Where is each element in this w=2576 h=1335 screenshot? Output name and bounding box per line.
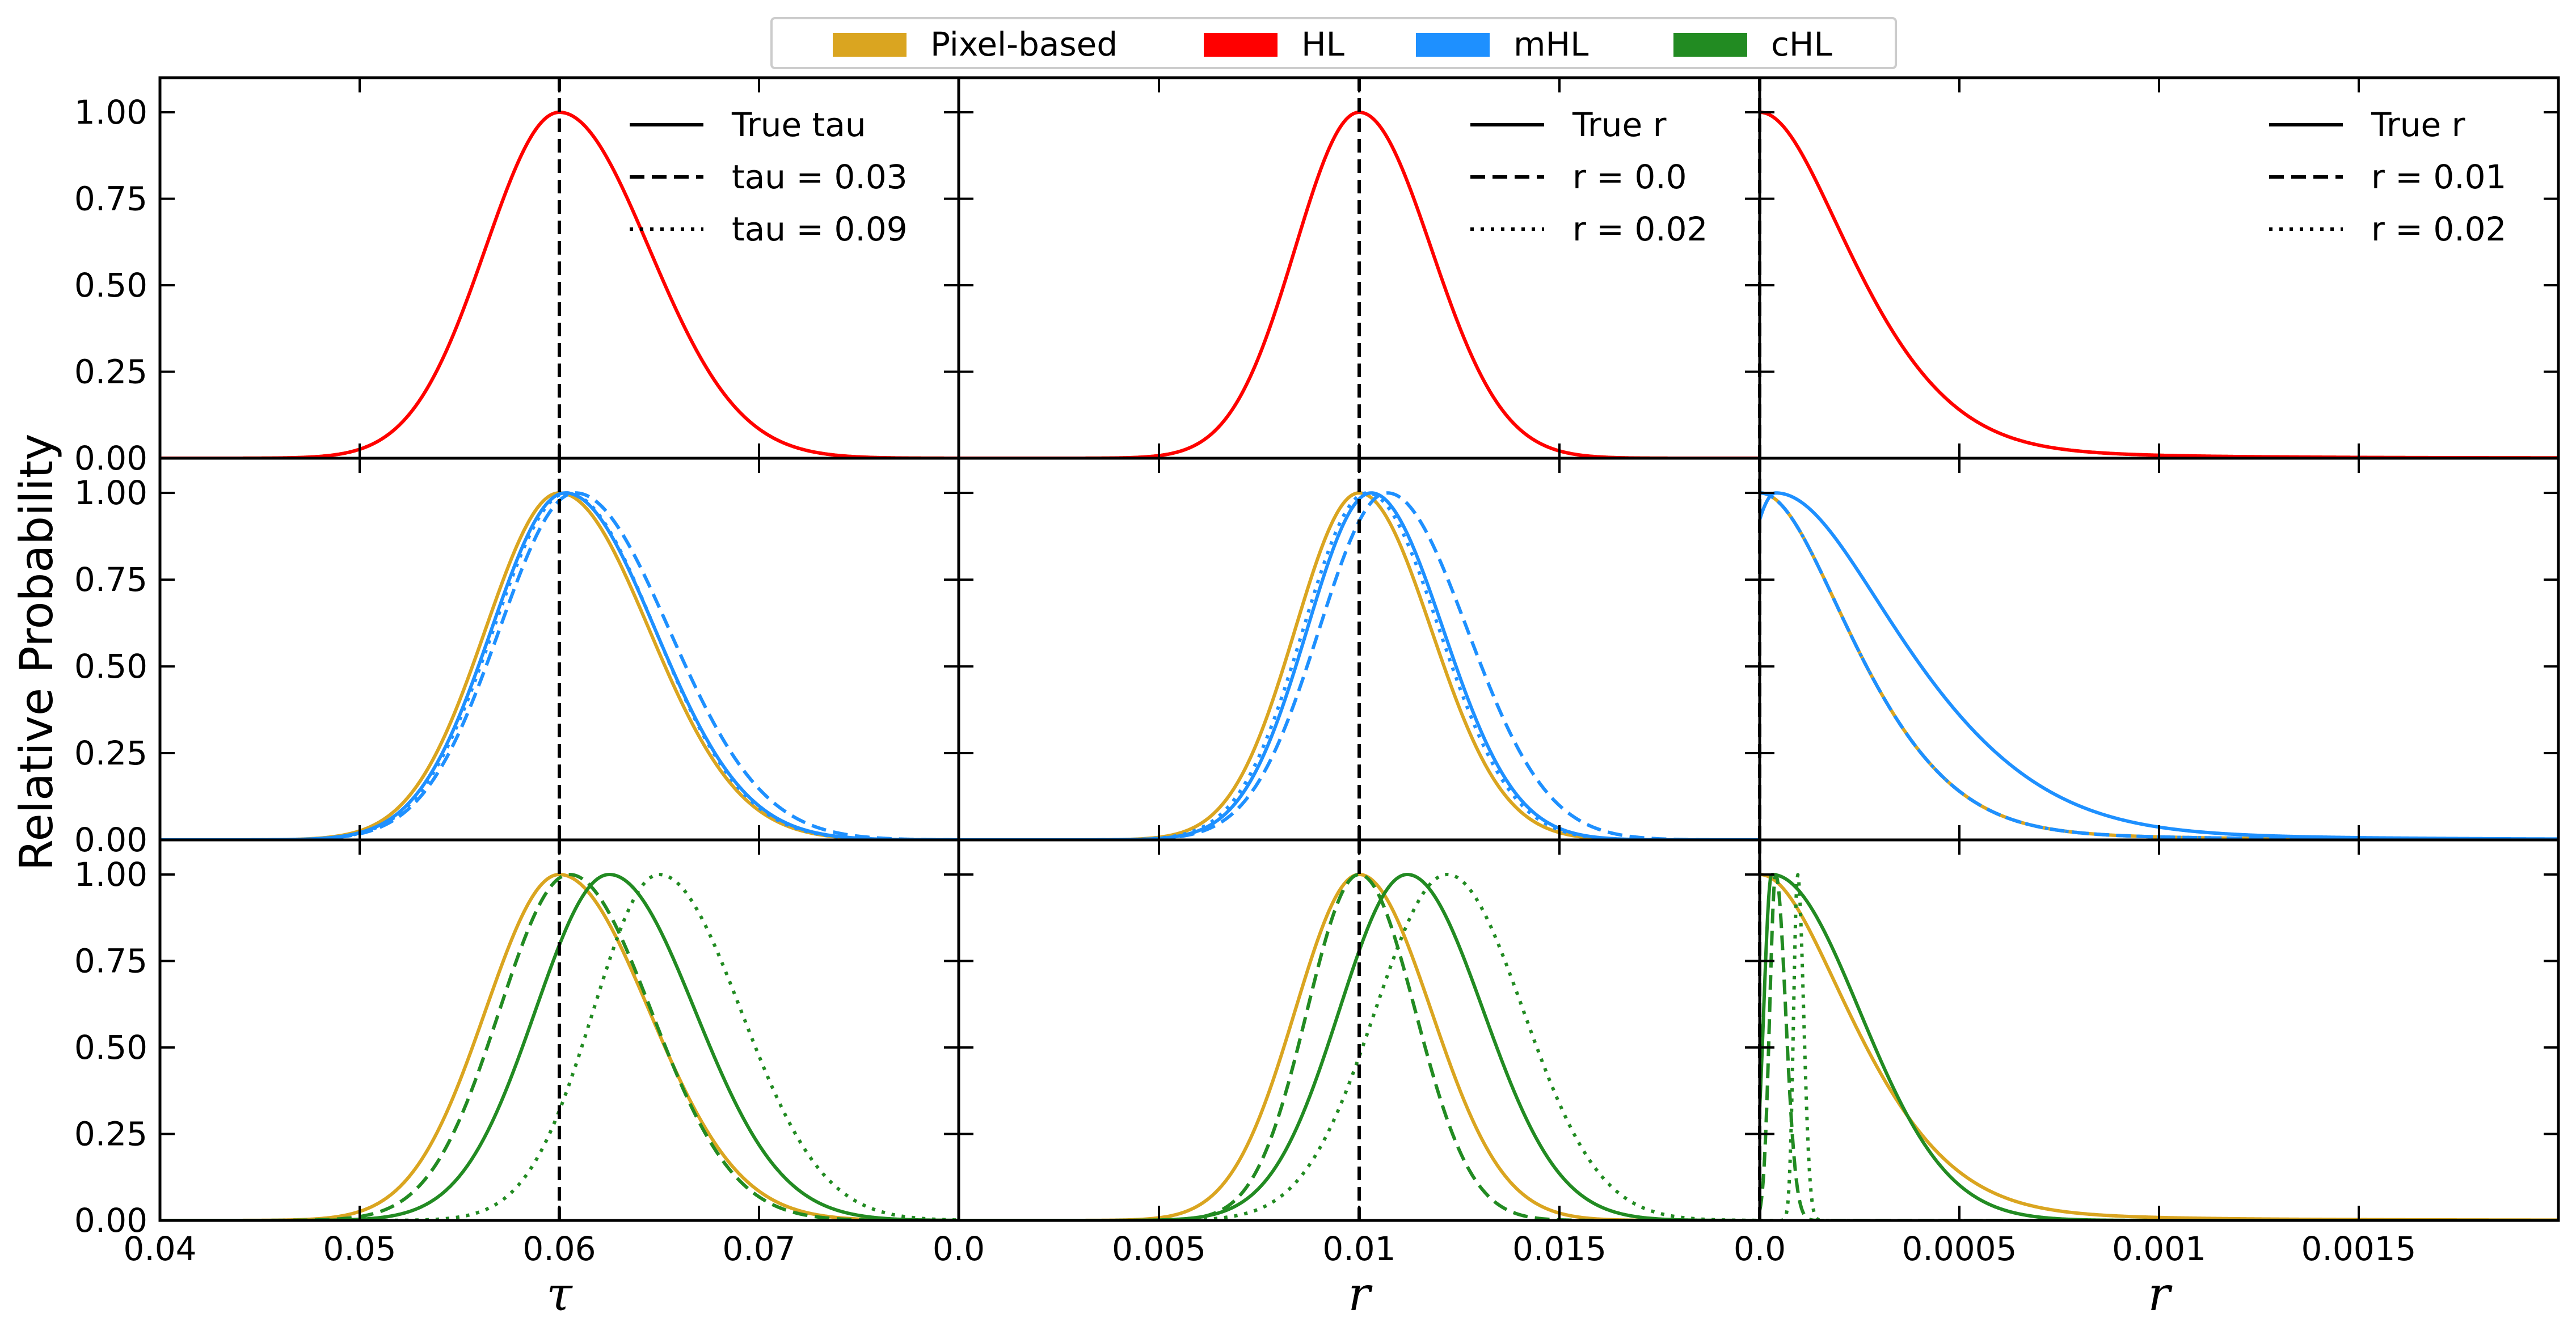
y-tick-label: 0.00 [74,439,147,478]
x-tick-label: 0.005 [1112,1230,1206,1268]
x-tick-label: 0.07 [722,1230,795,1268]
color-legend-label: Pixel-based [930,25,1118,64]
y-tick-label: 1.00 [74,855,147,894]
color-legend-label: mHL [1513,25,1588,64]
color-legend-frame [770,17,1897,69]
style-legend: True r r = 0.0 r = 0.02 [1470,105,1708,248]
x-tick-label: 0.04 [123,1230,196,1268]
y-tick-label: 0.25 [74,1115,147,1154]
panel-1-2 [1758,457,2560,842]
legend-label: tau = 0.03 [732,158,908,196]
x-tick-label: 0.05 [323,1230,396,1268]
y-tick-label: 0.25 [74,353,147,391]
y-tick-label: 0.00 [74,1201,147,1240]
color-legend-label: HL [1301,25,1344,64]
y-tick-label: 0.50 [74,1028,147,1067]
y-tick-label: 0.00 [74,821,147,859]
panel-0-0: 0.00 0.25 0.50 0.75 1.00 True tau tau = 0.03 ta… [74,76,960,478]
color-legend-swatch [1204,33,1278,57]
pixel-based-curve [1760,873,2558,1220]
x-tick-label: 0.0005 [1902,1230,2017,1268]
x-tick-label: 0.001 [2112,1230,2206,1268]
mhl-curve-dashed [1760,491,2558,840]
x-tick-label: 0.06 [522,1230,596,1268]
x-axis-title: r [1348,1268,1373,1321]
panel-0-2: True r r = 0.01 r = 0.02 [1758,76,2560,460]
chl-curve-solid [1760,873,2558,1220]
y-tick-label: 0.50 [74,266,147,305]
color-legend-swatch [1673,33,1747,57]
chl-curve-dashed [1760,873,2558,1220]
panel-2-0: 0.00 0.25 0.50 0.75 1.00 0.04 0.05 0.06 0.07 [74,838,960,1268]
color-legend-swatch [1416,33,1490,57]
x-tick-label: 0.0015 [2301,1230,2417,1268]
legend-label: True tau [731,105,866,144]
color-legend-swatch [833,33,907,57]
panel-1-0: 0.00 0.25 0.50 0.75 1.00 [74,457,960,859]
color-legend-label: cHL [1771,25,1832,64]
chl-curve-dotted [959,873,1760,1220]
x-tick-label: 0.01 [1322,1230,1395,1268]
y-tick-label: 0.25 [74,734,147,772]
y-tick-label: 1.00 [74,93,147,132]
panel-2-2: 0.0 0.0005 0.001 0.0015 [1734,838,2560,1268]
style-legend: True r r = 0.01 r = 0.02 [2269,105,2506,248]
chl-curve-dotted [1760,873,2558,1220]
x-tick-label: 0.015 [1512,1230,1607,1268]
y-tick-label: 1.00 [74,474,147,512]
legend-label: r = 0.02 [2371,210,2506,248]
legend-label: r = 0.0 [1572,158,1687,196]
legend-label: r = 0.02 [1572,210,1708,248]
x-tick-label: 0.0 [1734,1230,1786,1268]
panel-1-1 [957,457,1761,842]
y-tick-label: 0.75 [74,560,147,599]
pixel-based-curve [1760,491,2558,840]
panel-frame [1758,838,2560,1222]
mhl-curve-dotted [1760,491,2558,840]
style-legend: True tau tau = 0.03 tau = 0.09 [630,105,908,248]
color-legend: Pixel-based HL mHL cHL [770,17,1897,69]
y-axis-title: Relative Probability [10,434,63,871]
panel-grid: 0.00 0.25 0.50 0.75 1.00 True tau tau = 0.03 ta… [74,76,2560,1268]
x-axis-title: τ [546,1268,573,1321]
legend-label: True r [2371,105,2465,144]
mhl-curve-solid [1760,491,2558,840]
y-tick-label: 0.75 [74,180,147,218]
panel-frame [1758,457,2560,842]
y-tick-label: 0.50 [74,647,147,686]
panel-2-1: 0.0 0.005 0.01 0.015 [933,838,1761,1268]
legend-label: r = 0.01 [2371,158,2506,196]
legend-label: True r [1572,105,1667,144]
x-tick-label: 0.0 [933,1230,985,1268]
y-tick-label: 0.75 [74,942,147,981]
x-axis-title: r [2148,1268,2173,1321]
panel-0-1: True r r = 0.0 r = 0.02 [957,76,1761,460]
legend-label: tau = 0.09 [732,210,908,248]
